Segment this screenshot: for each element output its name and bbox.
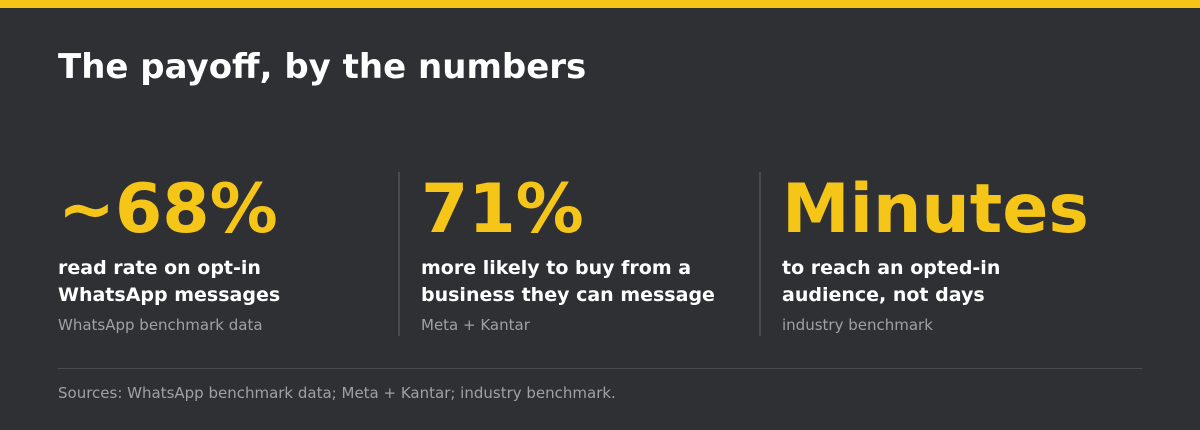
title: The payoff, by the numbers	[58, 47, 587, 87]
description-line: read rate on opt-in	[58, 257, 261, 279]
sources-note: Sources: WhatsApp benchmark data; Meta +…	[58, 384, 616, 402]
stats-row: ~68% read rate on opt-in WhatsApp messages…	[58, 172, 1142, 336]
stat-source: industry benchmark	[782, 316, 933, 334]
stat-value: ~68%	[58, 170, 278, 249]
stat-card: Minutes to reach an opted-in audience, not…	[759, 172, 1120, 336]
description-line: WhatsApp messages	[58, 284, 281, 306]
stat-card: 71% more likely to buy from a business the…	[398, 172, 759, 336]
divider	[58, 368, 1142, 369]
stat-card: ~68% read rate on opt-in WhatsApp messages…	[58, 172, 398, 336]
stat-value: Minutes	[782, 170, 1089, 249]
stat-value: 71%	[421, 170, 584, 249]
stat-description: to reach an opted-in audience, not days	[782, 255, 1120, 309]
description-line: business they can message	[421, 284, 715, 306]
description-line: audience, not days	[782, 284, 985, 306]
accent-bar	[0, 0, 1200, 8]
stat-description: read rate on opt-in WhatsApp messages	[58, 255, 398, 309]
description-line: to reach an opted-in	[782, 257, 1001, 279]
stat-source: Meta + Kantar	[421, 316, 530, 334]
description-line: more likely to buy from a	[421, 257, 692, 279]
stat-source: WhatsApp benchmark data	[58, 316, 263, 334]
stat-description: more likely to buy from a business they c…	[421, 255, 759, 309]
